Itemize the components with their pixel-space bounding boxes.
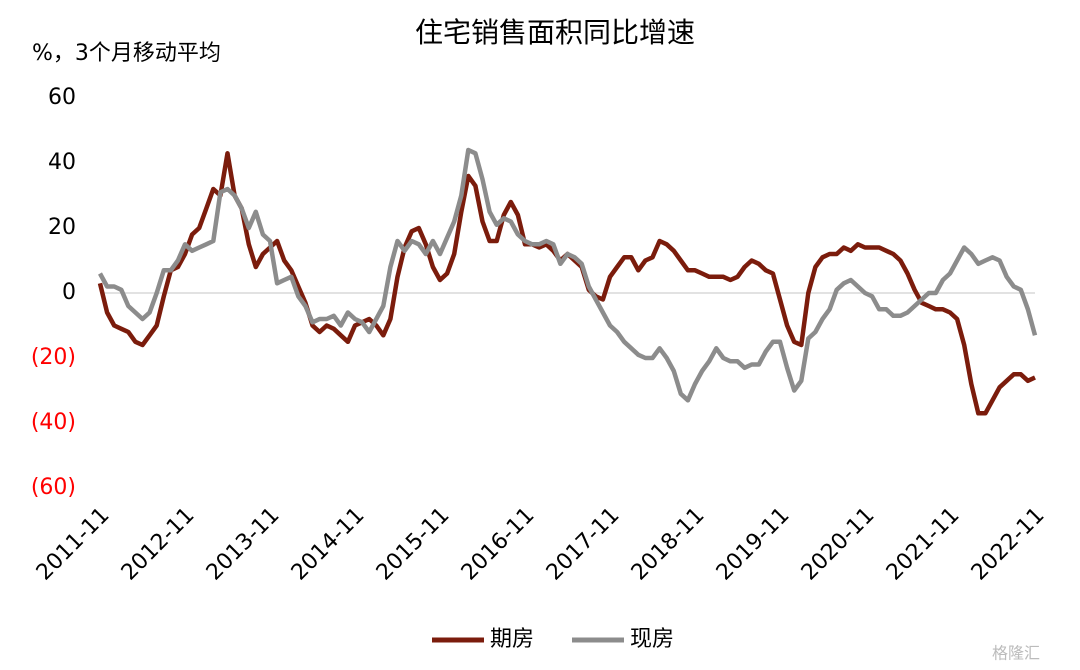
x-tick-label: 2011-11 xyxy=(32,503,115,586)
y-tick-label: (20) xyxy=(31,345,76,370)
y-tick-label: 60 xyxy=(48,85,76,110)
x-tick-label: 2015-11 xyxy=(372,503,455,586)
x-tick-label: 2022-11 xyxy=(967,503,1050,586)
legend-label: 期房 xyxy=(490,627,534,652)
y-tick-label: 20 xyxy=(48,215,76,240)
x-tick-label: 2016-11 xyxy=(457,503,540,586)
y-tick-label: (40) xyxy=(31,410,76,435)
x-tick-label: 2017-11 xyxy=(542,503,625,586)
legend-label: 现房 xyxy=(630,627,674,652)
x-tick-label: 2019-11 xyxy=(712,503,795,586)
x-tick-label: 2021-11 xyxy=(882,503,965,586)
series-line xyxy=(97,151,1036,416)
y-tick-label: 0 xyxy=(62,280,76,305)
watermark: 格隆汇 xyxy=(992,644,1040,663)
y-tick-label: (60) xyxy=(31,475,76,500)
y-axis-label: %，3个月移动平均 xyxy=(32,41,221,66)
x-tick-label: 2014-11 xyxy=(287,503,370,586)
y-tick-label: 40 xyxy=(48,150,76,175)
series-line xyxy=(98,147,1038,403)
x-tick-label: 2012-11 xyxy=(117,503,200,586)
x-tick-label: 2018-11 xyxy=(627,503,710,586)
chart-title: 住宅销售面积同比增速 xyxy=(415,16,695,49)
x-tick-label: 2020-11 xyxy=(797,503,880,586)
x-tick-label: 2013-11 xyxy=(202,503,285,586)
